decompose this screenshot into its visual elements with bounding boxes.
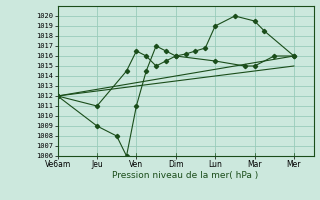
X-axis label: Pression niveau de la mer( hPa ): Pression niveau de la mer( hPa ) <box>112 171 259 180</box>
